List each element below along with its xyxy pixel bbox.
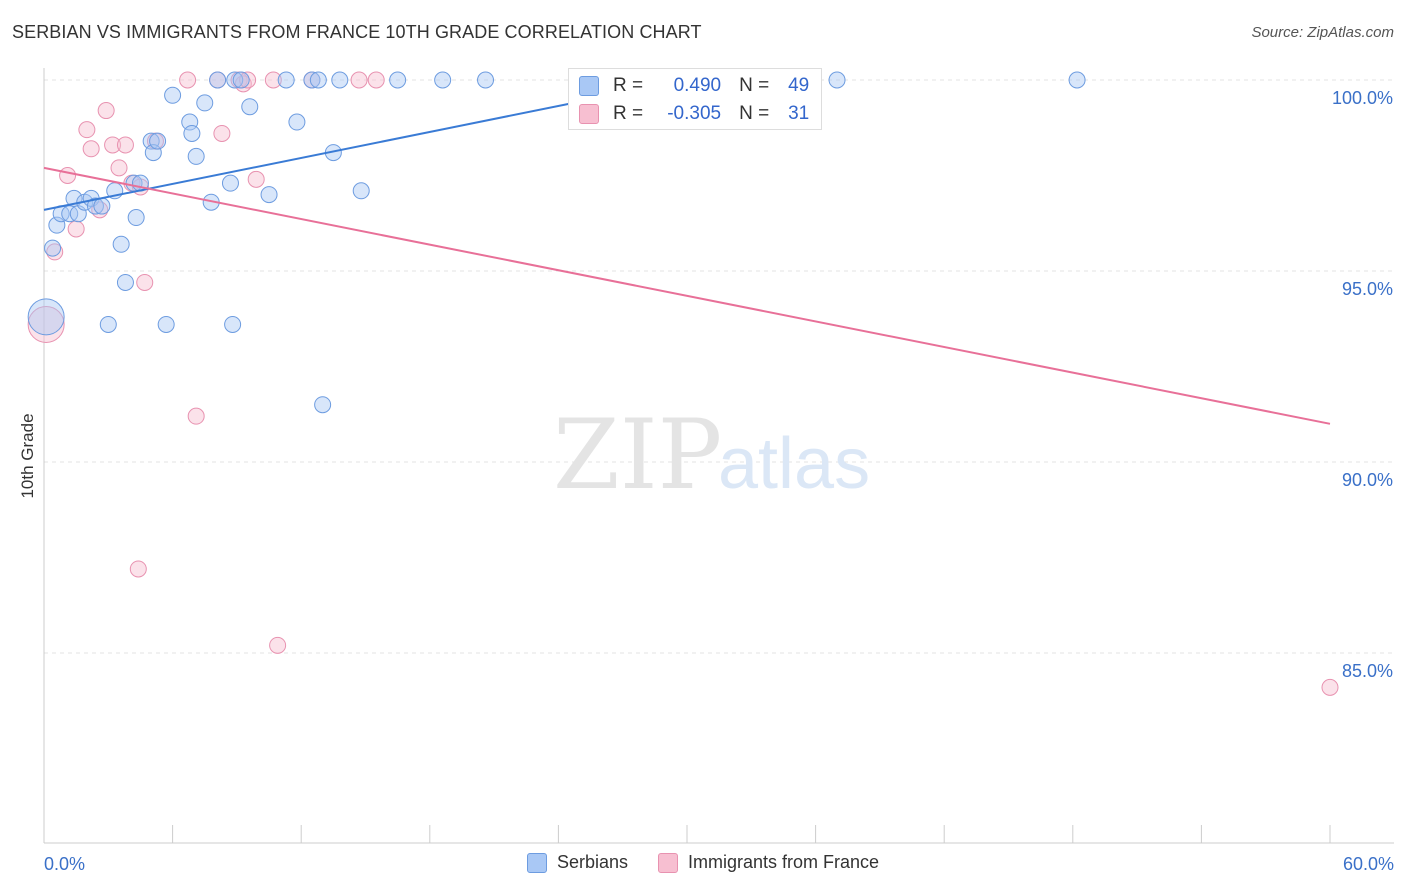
serbians-point <box>183 124 201 142</box>
n-label: N = <box>739 103 770 124</box>
serbians-point <box>828 71 846 89</box>
serbians-point <box>93 197 111 215</box>
legend-swatch-france <box>658 852 678 873</box>
serbians-point <box>232 71 250 89</box>
serbians-point <box>389 71 407 89</box>
serbians-point <box>164 86 182 104</box>
serbians-point <box>1068 71 1086 89</box>
gridlines <box>44 79 1394 654</box>
france-point <box>27 305 65 343</box>
watermark: ZIP atlas <box>553 399 870 511</box>
serbians-point <box>303 71 321 89</box>
legend-item-serbians[interactable]: Serbians <box>526 852 628 873</box>
legend-label-serbians: Serbians <box>556 852 628 872</box>
serbians-point <box>260 186 278 204</box>
serbians-point <box>48 216 66 234</box>
france-point <box>367 71 385 89</box>
y-tick-label: 85.0% <box>1342 661 1393 681</box>
y-tick-label: 100.0% <box>1332 88 1393 108</box>
stats-row-france: R = -0.305 N = 31 <box>579 102 809 126</box>
serbians-point <box>277 71 295 89</box>
stats-row-serbians: R = 0.490 N = 49 <box>579 74 809 98</box>
trend-lines <box>43 79 1331 425</box>
france-point <box>247 170 265 188</box>
france-point <box>187 407 205 425</box>
serbians-point <box>157 315 175 333</box>
france-point <box>82 140 100 158</box>
serbians-point <box>112 235 130 253</box>
r-value: -0.305 <box>667 103 722 124</box>
serbians-point <box>241 98 259 116</box>
x-tick-label-max: 60.0% <box>1343 854 1394 874</box>
serbians-point <box>221 174 239 192</box>
y-tick-labels: 100.0% 95.0% 90.0% 85.0% <box>1332 88 1393 681</box>
n-value: 49 <box>788 75 810 96</box>
france-point <box>104 136 122 154</box>
france-point <box>179 71 197 89</box>
serbians-point <box>352 182 370 200</box>
france-point <box>264 71 282 89</box>
france-point <box>67 220 85 238</box>
x-ticks <box>172 825 1331 843</box>
france-trend-line <box>43 166 1331 425</box>
serbians-point <box>434 71 452 89</box>
france-point <box>59 167 77 184</box>
serbians-point <box>116 273 134 291</box>
r-value: 0.490 <box>673 75 722 96</box>
france-point <box>110 159 128 177</box>
serbians-point <box>331 71 349 89</box>
legend: Serbians Immigrants from France <box>0 852 1406 873</box>
r-label: R = <box>613 75 644 96</box>
chart-title: SERBIAN VS IMMIGRANTS FROM FRANCE 10TH G… <box>12 22 702 42</box>
source-label: Source: ZipAtlas.com <box>1251 24 1394 41</box>
watermark-zip: ZIP <box>553 399 722 511</box>
serbians-point <box>224 315 242 333</box>
watermark-atlas: atlas <box>718 424 870 504</box>
n-value: 31 <box>788 103 810 124</box>
serbians-point <box>314 396 332 414</box>
france-point <box>1321 678 1339 696</box>
serbians-point <box>226 71 244 89</box>
serbians-point <box>44 239 62 257</box>
france-point <box>213 124 231 142</box>
legend-swatch-serbians <box>526 852 547 873</box>
serbians-point <box>187 147 205 165</box>
france-point <box>78 121 96 139</box>
stats-swatch-serbians <box>579 76 599 96</box>
france-point <box>350 71 368 89</box>
serbians-point <box>196 94 214 112</box>
serbians-point <box>27 298 65 336</box>
serbians-point <box>477 71 495 89</box>
stats-swatch-france <box>579 104 599 124</box>
serbians-point <box>99 315 117 333</box>
y-tick-label: 90.0% <box>1342 470 1393 490</box>
france-point <box>239 71 257 89</box>
france-point <box>269 636 287 654</box>
serbians-point <box>86 197 104 215</box>
r-label: R = <box>613 103 644 124</box>
x-tick-label-min: 0.0% <box>44 854 85 874</box>
data-points <box>27 71 1339 696</box>
serbians-point <box>127 209 145 227</box>
france-point <box>97 102 115 120</box>
n-label: N = <box>739 75 770 96</box>
france-point <box>136 273 154 291</box>
legend-item-france[interactable]: Immigrants from France <box>658 852 879 873</box>
france-point <box>116 136 134 154</box>
serbians-point <box>309 71 327 89</box>
france-point <box>129 560 147 578</box>
serbians-point <box>149 132 167 150</box>
y-tick-label: 95.0% <box>1342 279 1393 299</box>
stats-box: R = 0.490 N = 49 R = -0.305 N = 31 <box>568 68 822 130</box>
serbians-point <box>209 71 227 89</box>
serbians-point <box>144 144 162 162</box>
axes <box>43 68 1394 844</box>
serbians-point <box>288 113 306 131</box>
legend-label-france: Immigrants from France <box>688 852 880 872</box>
